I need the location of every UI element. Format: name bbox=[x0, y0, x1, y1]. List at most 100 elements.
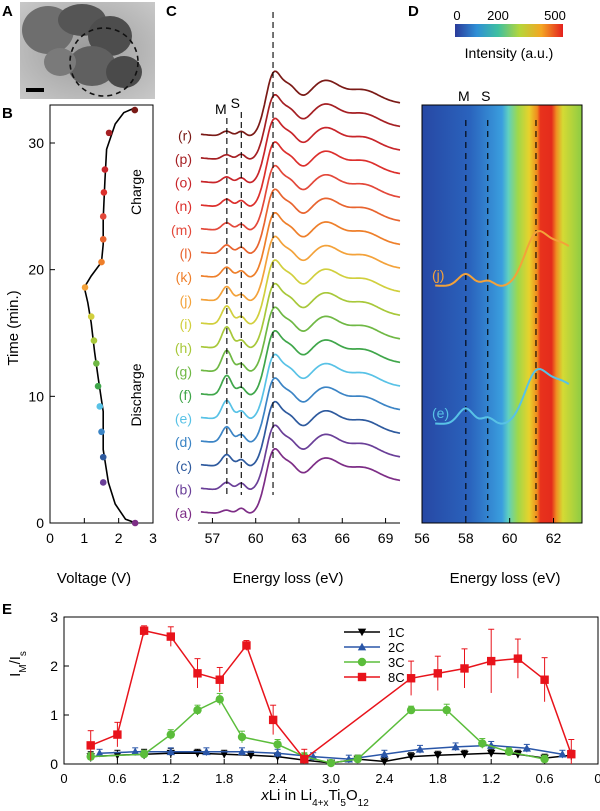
c-series-label-j: (j) bbox=[180, 293, 192, 309]
b-point-a bbox=[131, 519, 139, 527]
e-point-3C-6 bbox=[273, 740, 282, 749]
c-series-label-o: (o) bbox=[175, 175, 192, 191]
b-point-c bbox=[99, 453, 107, 461]
d-xtick-label-2: 60 bbox=[502, 530, 518, 546]
c-spectrum-e bbox=[200, 353, 401, 420]
b-point-h bbox=[90, 337, 98, 344]
e-ytick-label-1: 1 bbox=[50, 707, 58, 723]
c-xtick-label-1: 60 bbox=[248, 530, 264, 546]
panel-c-chart: 57 60 63 66 69 (a) (b) (c) (d) (e) (f) (g) (h) (i) (j)… bbox=[171, 12, 401, 546]
d-overlay-j bbox=[435, 230, 570, 287]
e-ytick-label-0: 0 bbox=[50, 756, 58, 772]
e-point-3C-10 bbox=[406, 705, 416, 715]
e-ylabel: IM/Is bbox=[7, 651, 29, 677]
c-series-label-g: (g) bbox=[175, 363, 192, 379]
e-legend-marker-3C bbox=[357, 657, 367, 667]
b-voltage-curve bbox=[83, 106, 137, 524]
colorbar bbox=[455, 24, 563, 37]
e-point-2C-5 bbox=[273, 749, 282, 757]
e-point-3C-11 bbox=[442, 705, 451, 715]
panel-label-a: A bbox=[2, 3, 13, 20]
e-point-3C-3 bbox=[193, 705, 202, 715]
panel-e-chart: 0 0.6 1.2 1.8 2.4 3.0 2.4 1.8 1.2 0.6 001231C2C3C8… bbox=[50, 609, 600, 786]
b-ytick-label-1: 10 bbox=[28, 388, 44, 404]
b-ytick-label-3: 30 bbox=[28, 135, 44, 151]
b-point-g bbox=[93, 360, 100, 367]
b-point-k bbox=[98, 258, 105, 266]
c-spectrum-p bbox=[200, 94, 401, 160]
colorbar-tick-200: 200 bbox=[487, 8, 509, 23]
c-series-label-k: (k) bbox=[176, 269, 192, 285]
e-legend-marker-1C bbox=[357, 628, 367, 637]
b-xtick-label-3: 3 bbox=[149, 530, 157, 546]
e-point-1C-13 bbox=[433, 751, 442, 760]
e-point-2C-10 bbox=[451, 742, 460, 751]
colorbar-label: Intensity (a.u.) bbox=[465, 45, 554, 61]
e-point-3C-13 bbox=[504, 747, 514, 756]
c-series-label-h: (h) bbox=[175, 340, 192, 356]
c-spectrum-g bbox=[200, 306, 401, 372]
e-xtick-label-1: 0.6 bbox=[108, 771, 126, 786]
e-xtick-label-0: 0 bbox=[60, 771, 67, 786]
e-legend-label-8C: 8C bbox=[388, 670, 405, 685]
e-point-8C-2 bbox=[139, 626, 149, 635]
e-legend-label-2C: 2C bbox=[388, 640, 405, 655]
e-point-2C-13 bbox=[558, 750, 567, 758]
e-point-8C-6 bbox=[242, 641, 251, 650]
c-series-label-b: (b) bbox=[175, 481, 192, 497]
panel-label-b: B bbox=[2, 105, 13, 122]
b-point-o bbox=[101, 166, 109, 173]
c-spectrum-l bbox=[200, 188, 401, 255]
b-xtick-label-1: 1 bbox=[80, 530, 88, 546]
e-point-2C-4 bbox=[237, 747, 247, 756]
b-point-n bbox=[100, 189, 108, 196]
e-point-2C-8 bbox=[380, 750, 389, 758]
d-heatmap bbox=[422, 105, 582, 523]
e-point-8C-11 bbox=[460, 664, 469, 673]
d-xlabel: Energy loss (eV) bbox=[450, 570, 561, 587]
c-xtick-label-4: 69 bbox=[378, 530, 394, 546]
panel-label-d: D bbox=[408, 3, 419, 20]
e-xlabel: xLi in Li4+xTi5O12 bbox=[260, 787, 369, 809]
tem-micrograph bbox=[20, 2, 155, 99]
c-series-label-d: (d) bbox=[175, 434, 192, 450]
c-series-label-a: (a) bbox=[175, 505, 192, 521]
d-overlay-label-e: (e) bbox=[432, 405, 449, 421]
e-point-8C-10 bbox=[433, 669, 442, 678]
e-xtick-label-10: 0 bbox=[594, 771, 600, 786]
c-xtick-label-0: 57 bbox=[205, 530, 221, 546]
e-point-8C-9 bbox=[406, 674, 416, 683]
e-xtick-label-2: 1.2 bbox=[162, 771, 180, 786]
d-marker-label-M: M bbox=[458, 88, 470, 104]
b-frame bbox=[49, 104, 154, 524]
e-xtick-label-6: 2.4 bbox=[375, 771, 393, 786]
c-xtick-label-3: 66 bbox=[334, 530, 350, 546]
d-overlay-e bbox=[435, 368, 570, 425]
e-point-8C-1 bbox=[113, 730, 122, 739]
c-xlabel: Energy loss (eV) bbox=[233, 570, 344, 587]
c-series-label-m: (m) bbox=[171, 222, 192, 238]
c-spectrum-d bbox=[200, 377, 401, 443]
c-spectrum-f bbox=[200, 330, 401, 396]
b-point-p bbox=[105, 129, 113, 137]
e-point-8C-3 bbox=[166, 632, 175, 641]
b-xlabel: Voltage (V) bbox=[57, 570, 131, 587]
e-point-3C-2 bbox=[166, 730, 175, 739]
panel-d-chart: 56 58 60 62 M S (j) (e) bbox=[414, 88, 583, 546]
c-xtick-label-2: 63 bbox=[291, 530, 307, 546]
d-frame bbox=[421, 104, 583, 524]
panel-label-e: E bbox=[2, 601, 12, 618]
c-spectrum-r bbox=[200, 70, 401, 137]
b-xtick-label-0: 0 bbox=[46, 530, 54, 546]
panel-label-c: C bbox=[166, 3, 177, 20]
c-spectrum-h bbox=[200, 282, 401, 349]
e-ytick-label-3: 3 bbox=[50, 609, 58, 625]
c-spectrum-o bbox=[200, 117, 401, 184]
c-spectrum-n bbox=[200, 141, 401, 207]
e-point-8C-7 bbox=[268, 715, 278, 725]
b-point-j bbox=[81, 284, 89, 291]
c-spectrum-a bbox=[200, 448, 401, 514]
e-point-2C-0 bbox=[95, 749, 104, 757]
e-xtick-label-7: 1.8 bbox=[429, 771, 447, 786]
c-series-label-i: (i) bbox=[180, 316, 192, 332]
